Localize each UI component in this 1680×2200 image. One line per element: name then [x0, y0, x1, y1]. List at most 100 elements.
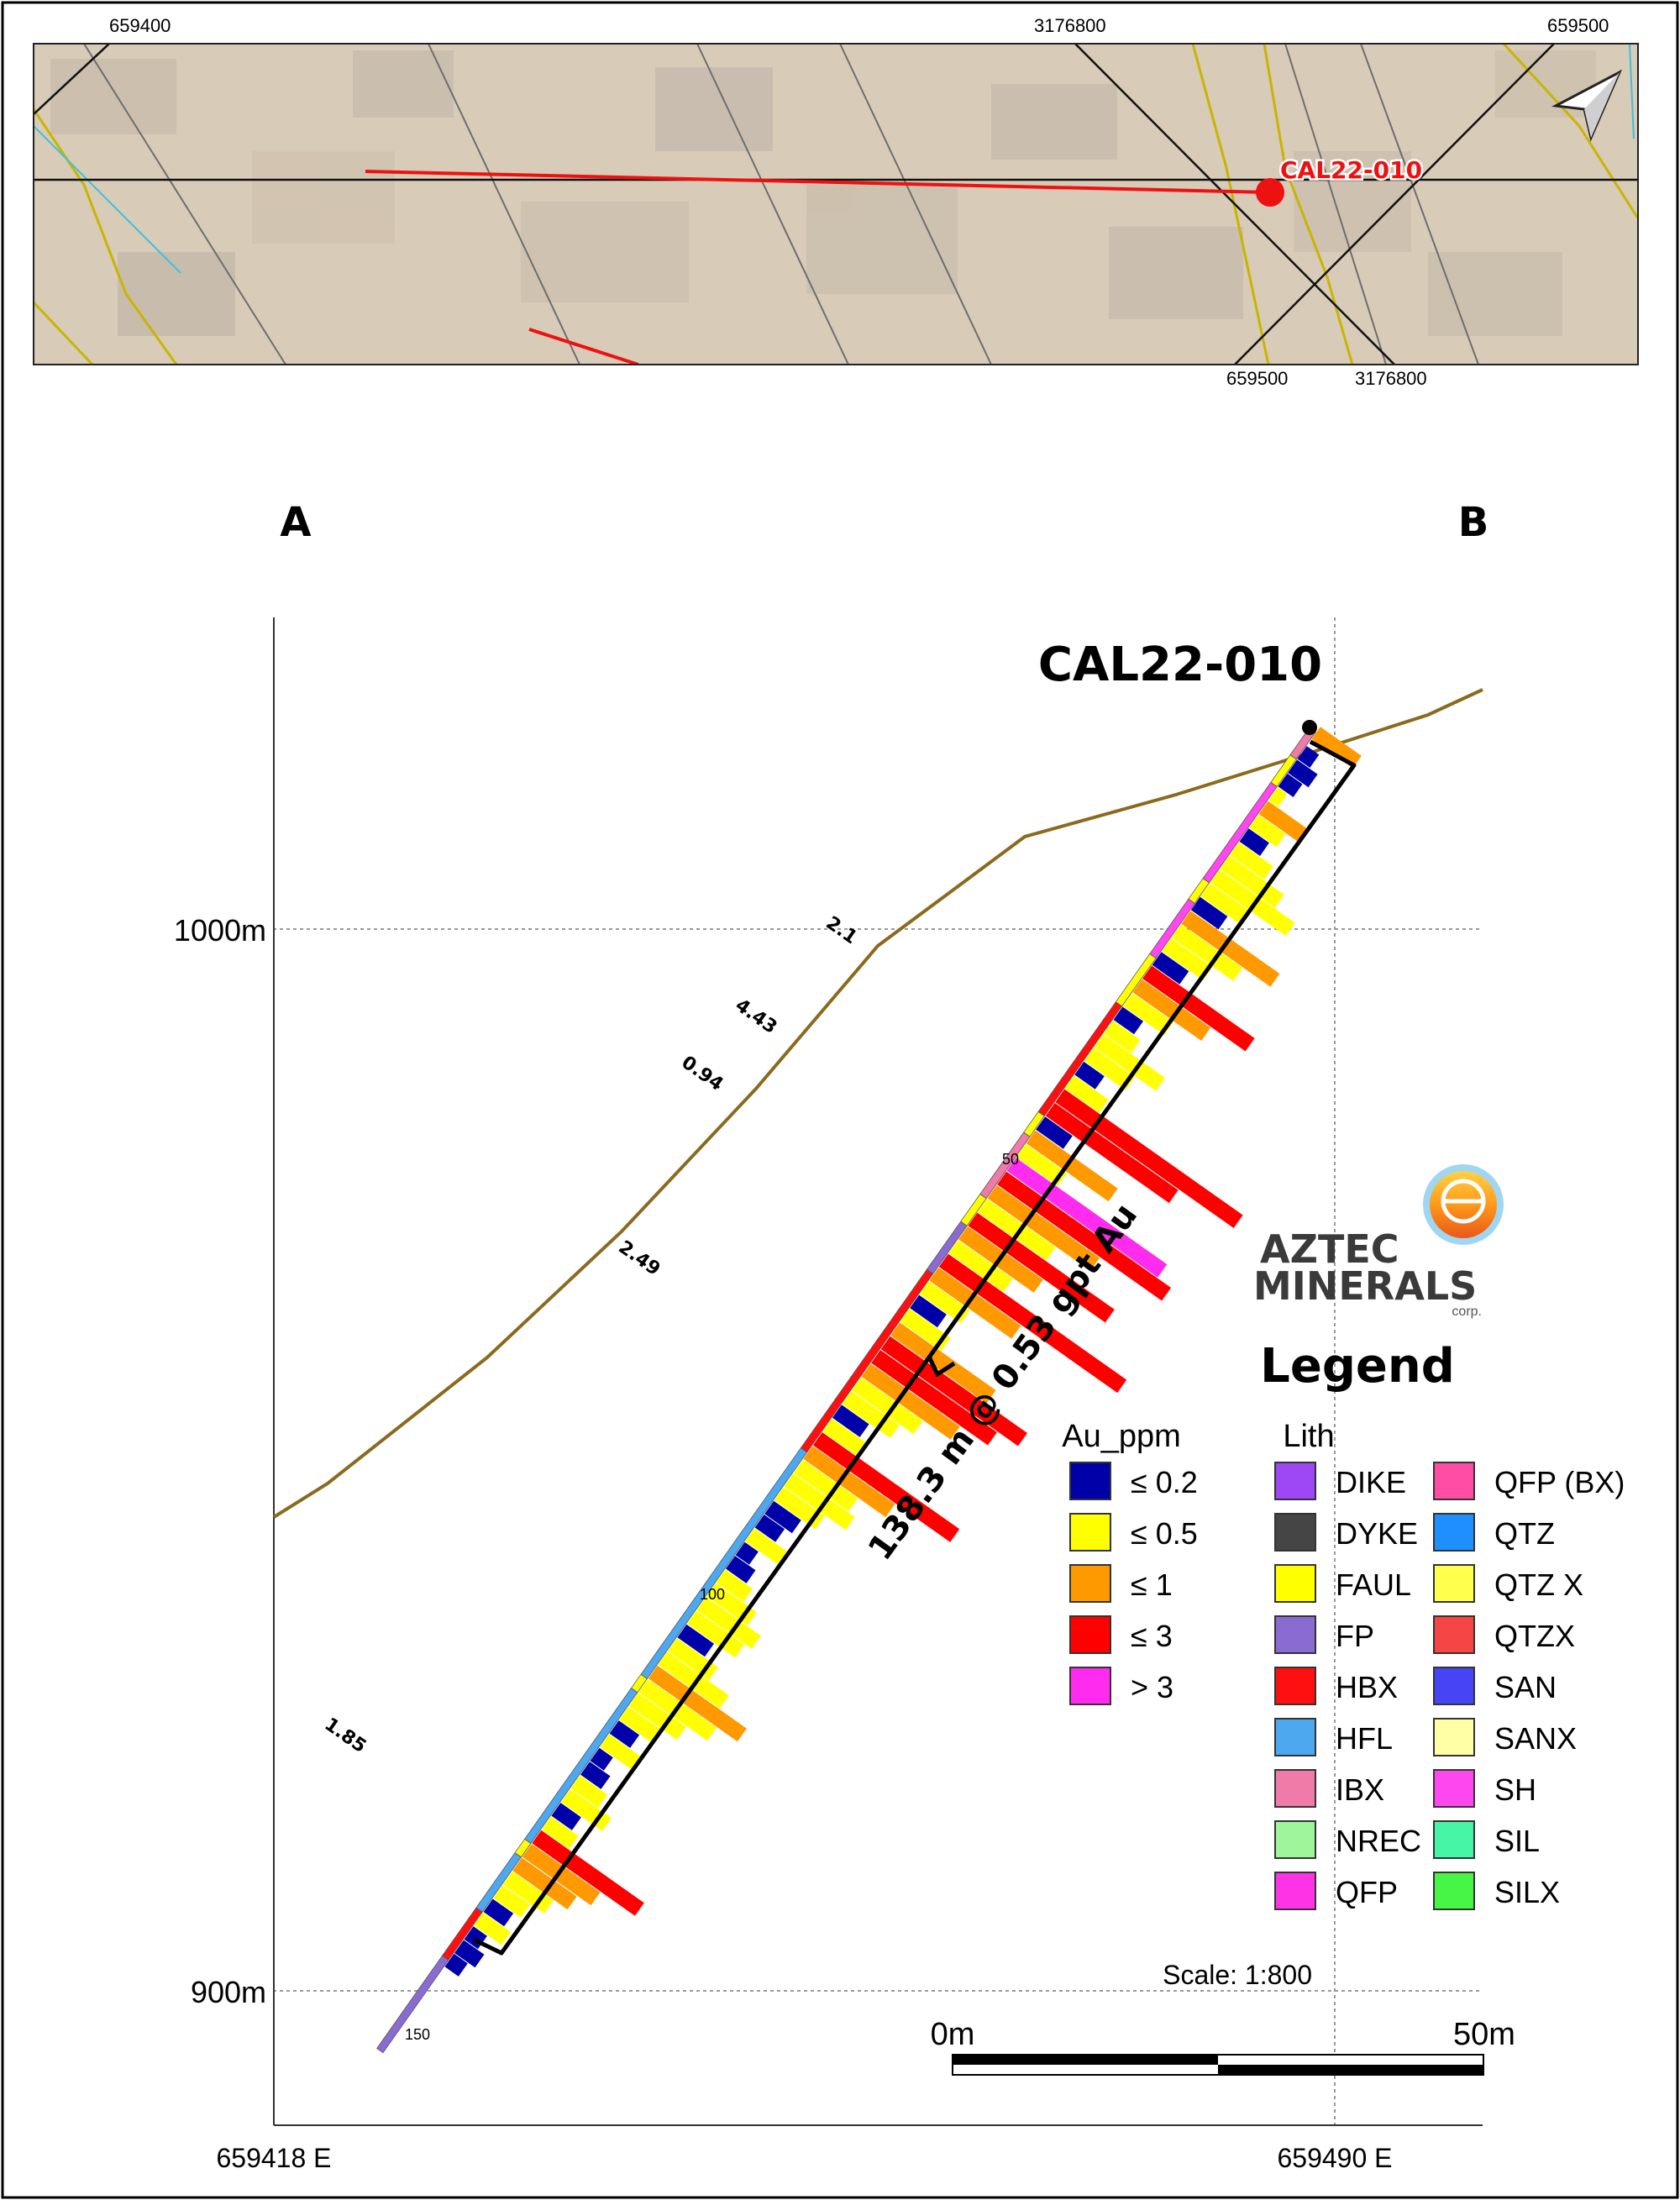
legend-lith-label: QTZ [1494, 1516, 1555, 1551]
x-axis-tick-label: 659418 E [216, 2143, 331, 2173]
legend-lith-label: HBX [1336, 1670, 1398, 1704]
hole-collar-marker [1302, 720, 1317, 735]
assay-bar [735, 1541, 759, 1565]
lithology-strip [376, 727, 1316, 2054]
legend-lith-label: IBX [1336, 1772, 1384, 1807]
assay-bar [590, 1747, 613, 1771]
assay-bar [454, 1940, 485, 1968]
section-hole-label: CAL22-010 [1038, 638, 1322, 692]
inset-hole-label: CAL22-010 [1280, 156, 1422, 184]
legend: Legend Au_ppm Lith ≤ 0.2 ≤ 0.5 ≤ 1 ≤ 3 > 3 D… [1062, 1339, 1625, 1910]
x-axis-tick-label: 659490 E [1277, 2143, 1392, 2173]
inset-grid-label: 3176800 [1034, 15, 1106, 36]
assay-bar [871, 1350, 997, 1446]
legend-au-swatch [1069, 1513, 1111, 1552]
section-endpoint-a: A [280, 499, 311, 546]
assay-bar [1190, 896, 1228, 930]
assay-bar [1016, 1143, 1068, 1186]
legend-lith-swatch [1274, 1564, 1316, 1603]
section-axes [273, 617, 1483, 2126]
assay-bar [812, 1432, 960, 1542]
assay-bar [948, 1240, 1013, 1292]
legend-au-swatch [1069, 1667, 1111, 1705]
assay-bar [910, 1294, 947, 1328]
scale-bar [952, 2054, 1484, 2076]
inset-grid-label: 659400 [109, 15, 171, 36]
legend-lith-label: QFP (BX) [1494, 1465, 1625, 1499]
legend-au-label: ≤ 3 [1131, 1619, 1173, 1653]
scale-bar-end-label: 50m [1453, 2017, 1515, 2052]
legend-lith-label: SH [1494, 1772, 1536, 1807]
assay-callout: 4.43 [732, 995, 781, 1038]
legend-au-label: > 3 [1131, 1670, 1173, 1704]
inset-grid-label: 659500 [1547, 15, 1609, 36]
inset-map: CAL22-010 659400 3176800 659500 659500 3… [33, 15, 1639, 389]
north-arrow-icon [1551, 69, 1623, 142]
legend-au-swatch [1069, 1615, 1111, 1654]
legend-lith-swatch [1274, 1769, 1316, 1808]
cross-section: A B 1000m 900m 659418 E 659490 E CAL22-0… [174, 499, 1515, 2173]
assay-bar [1171, 924, 1243, 981]
legend-title: Legend [1260, 1339, 1455, 1394]
company-logo-icon [1423, 1164, 1504, 1245]
assay-bar [493, 1885, 530, 1918]
assay-bar [502, 1871, 554, 1914]
legend-lith-swatch [1433, 1769, 1475, 1808]
assay-bar [522, 1844, 601, 1906]
drill-trace-cal22-010 [365, 170, 1269, 194]
assay-bar [1258, 801, 1310, 843]
assay-bar [444, 1953, 468, 1977]
assay-bar [803, 1446, 895, 1518]
assay-bar [900, 1308, 951, 1352]
legend-lith-label: SIL [1494, 1824, 1540, 1858]
assay-bar [1094, 1034, 1165, 1091]
company-logo: AZTEC MINERALS corp. [1253, 1164, 1504, 1319]
assay-bar [1084, 1047, 1135, 1090]
assay-bar [1200, 883, 1252, 926]
assay-bar [512, 1857, 577, 1910]
assay-bar [696, 1597, 761, 1649]
scale-bar-start-label: 0m [931, 2017, 975, 2052]
depth-label: 150 [405, 2026, 430, 2043]
assay-bar [1249, 814, 1286, 848]
legend-au-label: ≤ 1 [1131, 1567, 1173, 1602]
assay-bar [1132, 979, 1211, 1041]
assay-bar [570, 1775, 608, 1808]
legend-lith-label: DIKE [1336, 1465, 1406, 1499]
company-name-line2: MINERALS [1253, 1263, 1477, 1309]
legend-lith-swatch [1433, 1667, 1475, 1705]
y-axis-tick-label: 1000m [174, 913, 266, 948]
assay-bar [1278, 773, 1303, 797]
legend-lith-swatch [1433, 1513, 1475, 1552]
legend-lith-swatch [1433, 1718, 1475, 1756]
legend-lith-swatch [1274, 1462, 1316, 1500]
assay-bar [1311, 727, 1362, 769]
legend-lith-label: NREC [1336, 1824, 1421, 1858]
legend-lith-swatch [1274, 1872, 1316, 1910]
legend-lith-label: FAUL [1336, 1567, 1411, 1602]
map-contact-lines [34, 44, 1638, 365]
assay-bar [793, 1459, 858, 1512]
assay-bar [1074, 1061, 1105, 1089]
assay-bar [726, 1556, 756, 1583]
legend-lith-swatch [1274, 1615, 1316, 1654]
assay-histogram [444, 727, 1362, 1977]
assay-bar [1113, 1006, 1143, 1035]
assay-bar [1181, 911, 1280, 987]
assay-bar [1064, 1075, 1109, 1113]
assay-bar [658, 1651, 729, 1709]
assay-bar [861, 1363, 960, 1440]
assay-bar [1026, 1130, 1118, 1202]
assay-bar [822, 1418, 867, 1456]
assay-bar [532, 1830, 644, 1916]
assay-callout: 0.94 [678, 1052, 727, 1095]
lith-interval [524, 1688, 638, 1845]
legend-au-swatch [1069, 1462, 1111, 1500]
assay-bar [716, 1569, 753, 1602]
map-drainage-lines [34, 44, 1635, 274]
assay-bar [1268, 787, 1288, 807]
assay-bar [483, 1898, 514, 1927]
legend-au-swatch [1069, 1564, 1111, 1603]
